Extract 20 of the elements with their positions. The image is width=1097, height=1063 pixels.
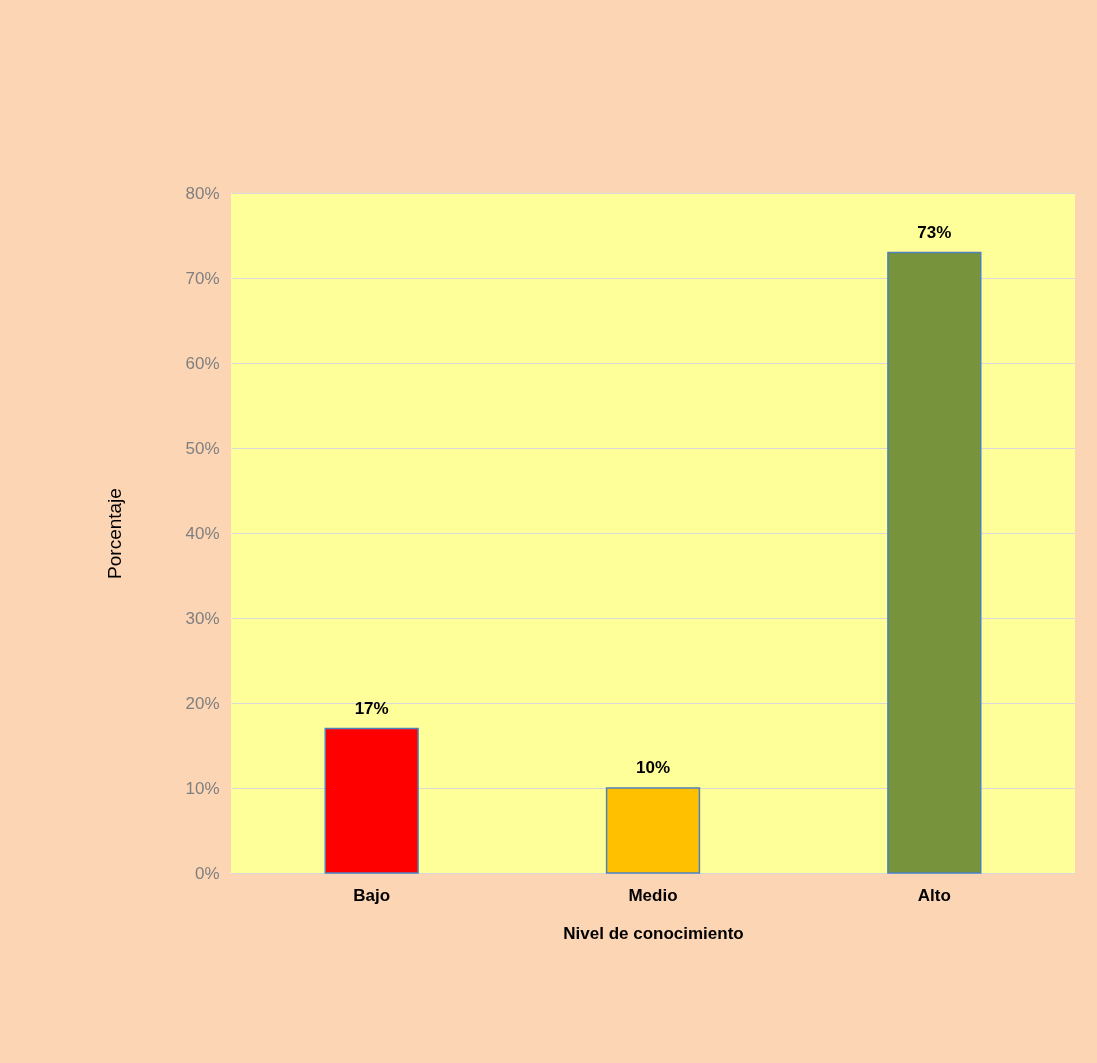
x-tick-label: Alto [917, 885, 951, 905]
y-axis-title: Porcentaje [104, 488, 126, 579]
y-tick-label: 70% [185, 268, 220, 288]
y-tick-label: 50% [185, 438, 220, 458]
x-tick-label: Bajo [353, 885, 391, 905]
data-label: 17% [354, 698, 389, 718]
data-label: 73% [917, 222, 952, 242]
bar [887, 251, 982, 874]
y-tick-label: 10% [185, 778, 220, 798]
x-axis-title: Nivel de conocimiento [563, 923, 744, 943]
y-tick-label: 40% [185, 523, 220, 543]
data-label: 10% [635, 758, 671, 777]
y-tick-label: 30% [185, 608, 220, 628]
x-tick-label: Medio [628, 885, 678, 905]
y-tick-label: 80% [185, 183, 220, 203]
bar [605, 787, 701, 874]
bar [324, 727, 419, 874]
y-tick-label: 20% [185, 693, 220, 713]
y-tick-label: 0% [194, 863, 220, 883]
y-tick-label: 60% [185, 353, 220, 373]
